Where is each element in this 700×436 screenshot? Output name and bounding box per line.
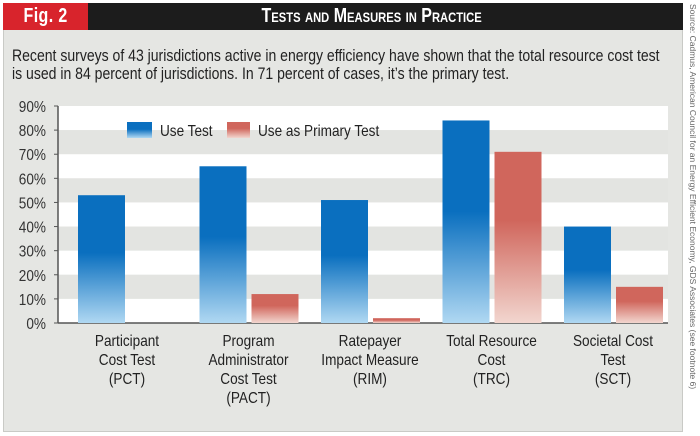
x-category-label: (PCT) xyxy=(109,371,145,388)
legend-label-primary-test: Use as Primary Test xyxy=(258,123,380,140)
x-category-label: (SCT) xyxy=(595,371,631,388)
legend-label-use-test: Use Test xyxy=(160,123,213,140)
x-category-label: Cost Test xyxy=(220,371,277,388)
legend-swatch-primary-test xyxy=(227,122,250,138)
y-tick-label: 0% xyxy=(26,316,46,333)
bar-use-test xyxy=(199,166,247,323)
y-tick-label: 10% xyxy=(19,292,46,309)
bar-primary-test xyxy=(251,294,299,323)
y-tick-label: 60% xyxy=(19,171,46,188)
x-category-label: Test xyxy=(601,352,627,369)
x-category-label: Program xyxy=(222,333,274,350)
y-tick-label: 80% xyxy=(19,123,46,140)
bar-use-test xyxy=(564,226,611,323)
chart-title-text: Tests and Measures in Practice xyxy=(261,5,483,27)
x-category-label: Ratepayer xyxy=(339,333,402,350)
grid-band xyxy=(58,178,668,203)
chart-title: Tests and Measures in Practice xyxy=(88,3,656,30)
intro-text: Recent surveys of 43 jurisdictions activ… xyxy=(12,46,660,83)
grid-band xyxy=(58,106,668,131)
x-category-label: Impact Measure xyxy=(321,352,418,369)
bar-primary-test xyxy=(494,151,542,323)
y-tick-label: 30% xyxy=(19,244,46,261)
x-category-label: Cost xyxy=(478,352,507,369)
x-category-label: Societal Cost xyxy=(573,333,654,350)
figure-label: Fig. 2 xyxy=(3,3,88,30)
x-category-label: (PACT) xyxy=(226,390,270,407)
y-tick-label: 50% xyxy=(19,196,46,213)
x-category-label: Cost Test xyxy=(99,352,156,369)
grid-band xyxy=(58,130,668,155)
figure-label-text: Fig. 2 xyxy=(23,5,68,27)
grid-band xyxy=(58,154,668,179)
bar-primary-test xyxy=(373,318,420,323)
x-category-label: (TRC) xyxy=(473,371,510,388)
x-category-label: Administrator xyxy=(208,352,288,369)
bar-use-test xyxy=(442,120,490,323)
y-tick-label: 90% xyxy=(19,99,46,116)
header-bar xyxy=(3,3,683,30)
x-category-label: Participant xyxy=(95,333,160,350)
legend-swatch-use-test xyxy=(127,122,152,138)
x-category-label: (RIM) xyxy=(353,371,387,388)
bar-use-test xyxy=(321,200,368,323)
y-tick-label: 20% xyxy=(19,268,46,285)
x-category-label: Total Resource xyxy=(446,333,537,350)
bar-use-test xyxy=(78,195,125,323)
y-tick-label: 40% xyxy=(19,220,46,237)
y-tick-label: 70% xyxy=(19,147,46,164)
bar-primary-test xyxy=(616,286,663,323)
